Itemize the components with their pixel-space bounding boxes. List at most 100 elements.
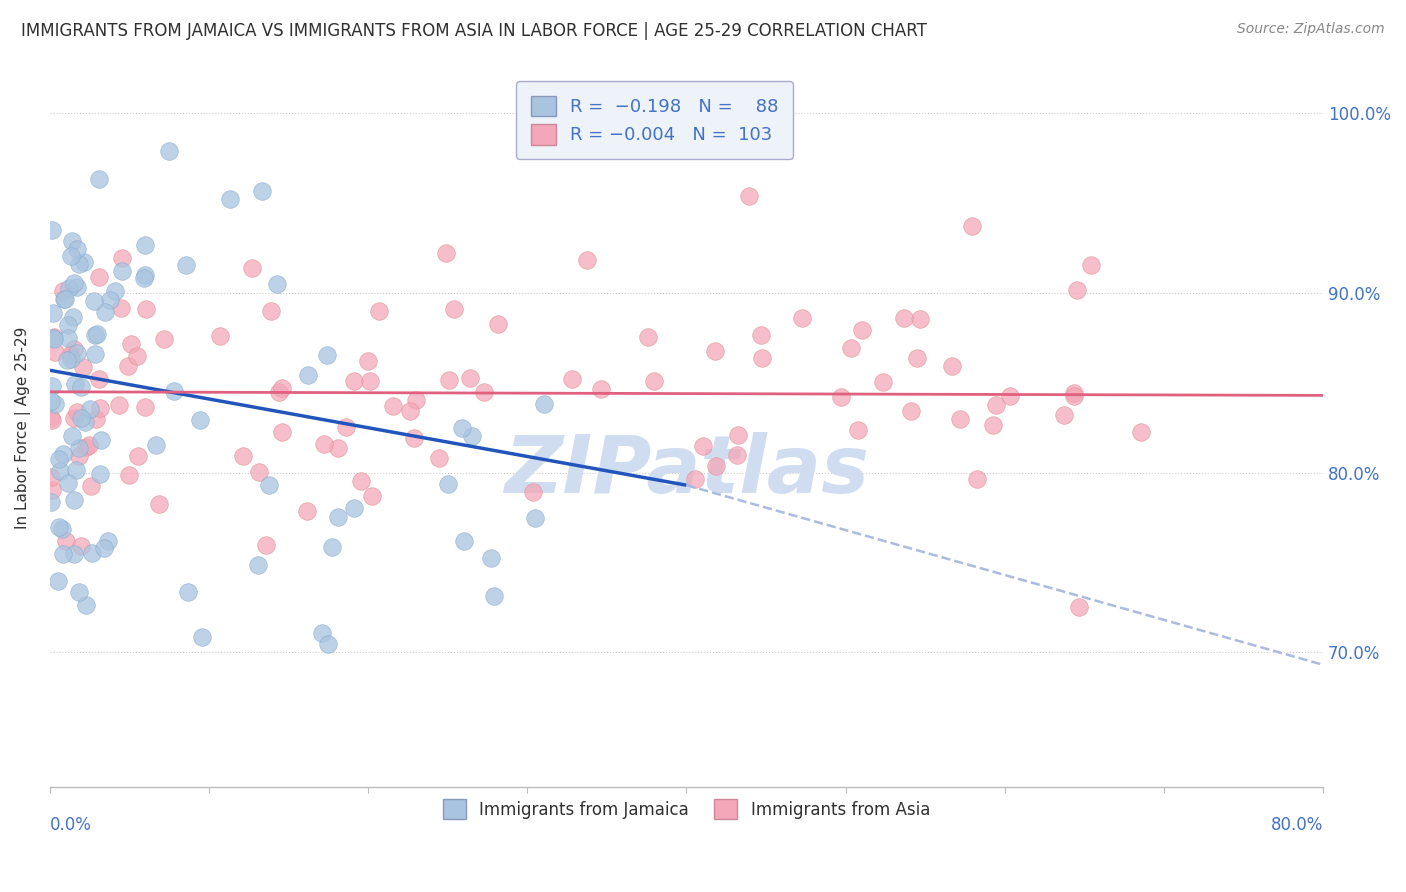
Point: [75, 598, 97, 612]
Point: [367, 304, 389, 318]
Point: [84, 347, 107, 361]
Point: [53, 292, 76, 306]
Point: [326, 509, 349, 524]
Point: [134, 238, 156, 252]
Point: [851, 323, 873, 337]
Point: [157, 144, 180, 158]
Point: [257, 478, 280, 492]
Point: [905, 351, 928, 365]
Point: [311, 626, 333, 640]
Point: [247, 465, 270, 479]
Point: [62, 276, 84, 290]
Point: [135, 302, 157, 317]
Point: [89, 467, 111, 482]
Point: [41, 413, 63, 427]
Point: [66, 279, 89, 293]
Point: [62, 310, 84, 325]
Point: [460, 429, 482, 443]
Point: [725, 448, 748, 462]
Point: [65, 345, 87, 359]
Point: [575, 252, 598, 267]
Point: [77, 438, 100, 452]
Point: [451, 420, 474, 434]
Point: [908, 311, 931, 326]
Point: [52, 284, 75, 298]
Point: [94, 305, 117, 319]
Point: [900, 404, 922, 418]
Point: [297, 368, 319, 382]
Point: [75, 415, 97, 429]
Point: [434, 246, 457, 260]
Point: [63, 376, 86, 391]
Point: [321, 540, 343, 554]
Point: [87, 172, 110, 186]
Point: [46, 574, 69, 588]
Point: [72, 360, 94, 375]
Point: [872, 376, 894, 390]
Point: [63, 547, 86, 561]
Point: [1069, 600, 1091, 615]
Point: [127, 449, 149, 463]
Point: [58, 281, 80, 295]
Y-axis label: In Labor Force | Age 25-29: In Labor Force | Age 25-29: [15, 326, 31, 529]
Point: [589, 382, 612, 396]
Point: [240, 261, 263, 276]
Point: [63, 342, 86, 356]
Point: [342, 374, 364, 388]
Point: [986, 398, 1008, 412]
Point: [145, 438, 167, 452]
Point: [266, 277, 288, 291]
Point: [90, 434, 112, 448]
Point: [704, 343, 727, 358]
Point: [51, 522, 73, 536]
Point: [65, 463, 87, 477]
Point: [89, 401, 111, 415]
Point: [56, 352, 79, 367]
Text: 80.0%: 80.0%: [1271, 815, 1323, 834]
Point: [41, 483, 63, 497]
Point: [69, 411, 91, 425]
Point: [295, 504, 318, 518]
Point: [486, 317, 509, 331]
Point: [643, 374, 665, 388]
Point: [522, 485, 544, 500]
Point: [108, 398, 131, 412]
Point: [60, 235, 83, 249]
Point: [260, 304, 283, 318]
Point: [79, 402, 101, 417]
Point: [232, 449, 254, 463]
Point: [326, 441, 349, 455]
Point: [1129, 425, 1152, 439]
Point: [790, 311, 813, 326]
Point: [55, 533, 77, 548]
Point: [314, 437, 336, 451]
Point: [49, 464, 72, 478]
Text: 0.0%: 0.0%: [49, 815, 91, 834]
Point: [960, 219, 983, 233]
Text: Source: ZipAtlas.com: Source: ZipAtlas.com: [1237, 22, 1385, 37]
Point: [134, 401, 156, 415]
Point: [479, 551, 502, 566]
Point: [941, 359, 963, 373]
Point: [134, 268, 156, 282]
Point: [524, 511, 547, 525]
Point: [692, 438, 714, 452]
Point: [271, 425, 294, 439]
Point: [83, 293, 105, 308]
Point: [998, 389, 1021, 403]
Point: [98, 293, 121, 307]
Point: [893, 310, 915, 325]
Point: [48, 519, 70, 533]
Point: [162, 384, 184, 398]
Point: [561, 372, 583, 386]
Point: [966, 472, 988, 486]
Point: [62, 492, 84, 507]
Point: [127, 349, 149, 363]
Point: [103, 284, 125, 298]
Point: [70, 379, 93, 393]
Point: [41, 223, 63, 237]
Point: [839, 341, 862, 355]
Point: [65, 405, 87, 419]
Point: [87, 270, 110, 285]
Point: [399, 404, 422, 418]
